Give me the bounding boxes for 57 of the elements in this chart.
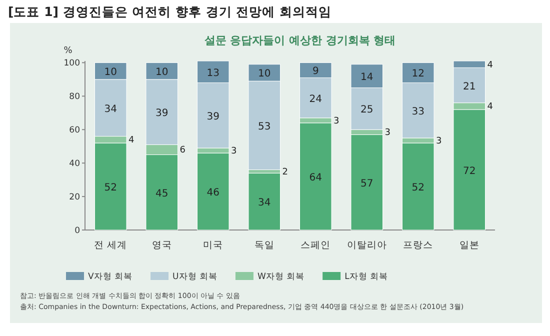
y-tick-label: 40: [69, 159, 80, 170]
bar: [402, 142, 434, 230]
data-label: 25: [360, 104, 374, 116]
data-label: 52: [104, 182, 117, 194]
data-label: 52: [412, 182, 424, 194]
bar: [196, 152, 230, 230]
data-label: 10: [104, 67, 117, 78]
data-label: 34: [104, 104, 117, 115]
y-tick-label: 20: [69, 192, 80, 203]
data-label: 3: [334, 116, 340, 126]
data-label: 4: [487, 102, 494, 112]
y-tick-label: 60: [69, 126, 80, 136]
x-tick-label: 일본: [459, 240, 480, 251]
legend-label: U자형 회복: [172, 272, 218, 282]
data-label: 72: [463, 166, 476, 177]
x-tick-label: 스페인: [300, 240, 331, 251]
x-tick-label: 프랑스: [403, 240, 434, 251]
data-label: 45: [156, 188, 168, 200]
data-label: 9: [312, 66, 319, 78]
legend-label: W자형 회복: [257, 272, 305, 282]
y-tick-label: 0: [74, 226, 80, 236]
x-tick-label: 미국: [203, 240, 224, 251]
data-label: 2: [282, 167, 288, 178]
data-label: 3: [436, 136, 442, 146]
data-label: 3: [384, 128, 390, 138]
data-label: 46: [206, 188, 220, 199]
legend-label: V자형 회복: [88, 272, 133, 282]
y-tick-label: 80: [69, 92, 80, 102]
data-label: 33: [412, 106, 424, 118]
x-tick-label: 영국: [152, 240, 172, 251]
data-label: 57: [360, 178, 374, 190]
data-label: 3: [231, 146, 237, 157]
x-tick-label: 전 세계: [94, 240, 128, 251]
bar: [350, 134, 384, 230]
y-axis-title: %: [64, 46, 73, 56]
data-label: 4: [487, 60, 494, 70]
data-label: 39: [206, 111, 220, 122]
bar: [248, 172, 281, 230]
data-label: 10: [156, 67, 168, 78]
data-label: 4: [128, 136, 135, 146]
x-tick-label: 독일: [254, 240, 274, 251]
chart-title: [도표 1] 경영진들은 여전히 향후 경기 전망에 회의적임: [8, 4, 332, 19]
y-tick-label: 100: [64, 58, 80, 69]
data-label: 14: [360, 72, 374, 84]
data-label: 53: [258, 121, 271, 132]
data-label: 34: [258, 198, 271, 209]
data-label: 12: [412, 68, 424, 80]
data-label: 21: [463, 81, 476, 92]
data-label: 10: [258, 68, 271, 80]
chart-subtitle: 설문 응답자들이 예상한 경기회복 형태: [203, 34, 396, 47]
legend-label: L자형 회복: [344, 272, 388, 282]
data-label: 24: [309, 94, 322, 105]
data-label: 39: [156, 108, 168, 120]
x-tick-label: 이탈리아: [346, 240, 387, 251]
data-label: 64: [309, 172, 322, 184]
data-label: 6: [180, 146, 186, 156]
data-label: 13: [206, 68, 220, 79]
